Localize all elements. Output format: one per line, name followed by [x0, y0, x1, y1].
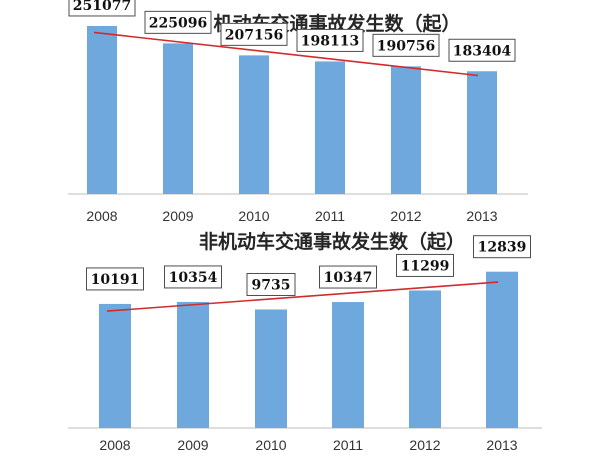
non-motor-vehicle-accidents-chart: 非机动车交通事故发生数（起） 2008 2009 2010 2011 2012 2013 … [68, 230, 542, 453]
data-label: 198113 [296, 28, 364, 52]
data-label: 251077 [68, 0, 136, 17]
data-label-box [296, 28, 364, 52]
x-tick-label: 2011 [333, 437, 363, 453]
data-label-value: 225096 [149, 15, 207, 31]
trend-line [106, 281, 499, 312]
data-label-value: 198113 [301, 33, 359, 49]
x-tick-label: 2009 [177, 437, 208, 453]
data-label-box [68, 0, 136, 17]
data-label-box [246, 272, 296, 296]
motor-vehicle-accidents-chart: 机动车交通事故发生数（起） 2008 2009 2010 2011 2012 2013 2… [68, 0, 528, 224]
data-label-value: 10191 [91, 272, 140, 288]
data-label: 9735 [246, 272, 296, 296]
bar [255, 309, 287, 428]
bar [163, 43, 193, 195]
x-tick-label: 2010 [255, 437, 286, 453]
data-label-box [319, 265, 377, 289]
data-label: 10347 [319, 265, 377, 289]
data-label-value: 207156 [225, 27, 283, 43]
bar [486, 271, 518, 428]
bar [239, 55, 269, 194]
data-label-box [372, 33, 440, 57]
data-label-value: 11299 [401, 258, 450, 274]
bar [467, 71, 497, 194]
data-label: 225096 [144, 10, 212, 34]
data-label-box [448, 38, 516, 62]
data-label-box [473, 235, 531, 259]
data-label: 207156 [220, 22, 288, 46]
data-label-value: 190756 [377, 38, 435, 54]
data-label: 10354 [164, 265, 222, 289]
data-label-value: 251077 [73, 0, 131, 14]
x-tick-label: 2008 [86, 208, 117, 224]
data-label-box [86, 267, 144, 291]
x-tick-label: 2013 [486, 437, 517, 453]
x-tick-label: 2013 [466, 208, 497, 224]
bar [315, 61, 345, 194]
data-label-value: 10347 [324, 270, 373, 286]
data-label-box [220, 22, 288, 46]
data-label: 183404 [448, 38, 516, 62]
data-label-value: 10354 [169, 270, 218, 286]
data-label-value: 12839 [478, 240, 527, 256]
trend-line [93, 31, 479, 77]
data-label: 10191 [86, 267, 144, 291]
x-tick-label: 2009 [162, 208, 193, 224]
bar [391, 66, 421, 194]
data-label-box [164, 265, 222, 289]
x-tick-label: 2008 [99, 437, 130, 453]
chart-title: 非机动车交通事故发生数（起） [199, 230, 465, 253]
x-tick-label: 2010 [238, 208, 269, 224]
data-label-value: 183404 [453, 43, 512, 59]
bar [177, 301, 209, 428]
data-label-value: 9735 [252, 277, 291, 293]
bar [99, 303, 131, 428]
bar [409, 290, 441, 428]
data-label-box [144, 10, 212, 34]
x-tick-label: 2012 [390, 208, 421, 224]
data-label: 12839 [473, 235, 531, 259]
x-tick-label: 2012 [409, 437, 440, 453]
bar [332, 302, 364, 428]
data-label: 190756 [372, 33, 440, 57]
data-label-box [396, 253, 454, 277]
data-label: 11299 [396, 253, 454, 277]
bar [87, 25, 117, 195]
x-tick-label: 2011 [315, 208, 345, 224]
